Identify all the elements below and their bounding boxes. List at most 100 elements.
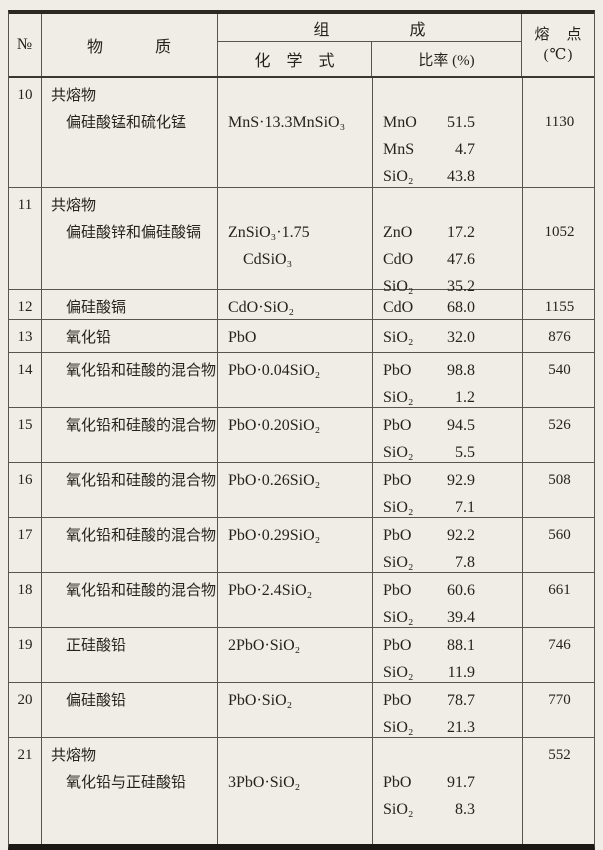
formula-line: MnS·13.3MnSiO₃	[228, 114, 346, 131]
formula-line: PbO·0.29SiO₂	[228, 527, 321, 544]
ratio-cell: PbO 78.7 SiO₂ 21.3	[373, 683, 523, 741]
table-row: 20 偏硅酸铅 PbO·SiO₂ PbO 78.7 SiO₂ 21.3 770	[9, 683, 596, 741]
substance-cell: 共熔物 偏硅酸锌和偏硅酸镉	[42, 188, 218, 300]
formula-cell: CdO·SiO₂	[218, 290, 373, 321]
formula-cell: ZnSiO₃·1.75 CdSiO₃	[218, 188, 373, 300]
spacer	[383, 82, 522, 109]
ratio-line: SiO₂ 39.4	[383, 609, 475, 626]
formula-cell: MnS·13.3MnSiO₃	[218, 78, 373, 190]
row-no: 12	[9, 290, 42, 321]
melting-point: 1155	[544, 299, 575, 315]
melting-point: 746	[548, 637, 571, 653]
formula-cell: 2PbO·SiO₂	[218, 628, 373, 686]
ratio-line: ZnO 17.2	[383, 224, 475, 241]
substance-line: 氧化铅和硅酸的混合物	[66, 527, 217, 544]
substance-line: 氧化铅和硅酸的混合物	[66, 362, 217, 379]
ratio-line: PbO 60.6	[383, 582, 475, 599]
substance-cell: 氧化铅和硅酸的混合物	[42, 518, 218, 576]
ratio-cell: PbO 91.7 SiO₂ 8.3	[373, 738, 523, 844]
ratio-line: SiO₂ 43.8	[383, 168, 475, 185]
substance-line: 共熔物	[51, 747, 97, 764]
melting-point: 552	[548, 747, 571, 763]
melting-point: 560	[548, 527, 571, 543]
header-composition: 组 成	[218, 14, 521, 42]
substance-cell: 正硅酸铅	[42, 628, 218, 686]
substance-line: 氧化铅和硅酸的混合物	[66, 582, 217, 599]
substance-cell: 共熔物 氧化铅与正硅酸铅	[42, 738, 218, 844]
ratio-cell: CdO 68.0	[373, 290, 523, 321]
formula-line: PbO·2.4SiO₂	[228, 582, 313, 599]
row-no: 21	[9, 738, 42, 844]
formula-cell: PbO·0.04SiO₂	[218, 353, 373, 411]
ratio-line: SiO₂ 5.5	[383, 444, 475, 461]
substance-cell: 氧化铅和硅酸的混合物	[42, 353, 218, 411]
substance-cell: 偏硅酸镉	[42, 290, 218, 321]
melting-point-cell: 1130	[523, 78, 596, 190]
formula-line: 3PbO·SiO₂	[228, 774, 301, 791]
formula-line: 2PbO·SiO₂	[228, 637, 301, 654]
row-no: 11	[9, 188, 42, 300]
ratio-line: PbO 88.1	[383, 637, 475, 654]
table-row: 14 氧化铅和硅酸的混合物 PbO·0.04SiO₂ PbO 98.8 SiO₂ 1…	[9, 353, 596, 411]
substance-cell: 氧化铅和硅酸的混合物	[42, 408, 218, 466]
row-no: 13	[9, 320, 42, 352]
formula-cell: PbO·SiO₂	[218, 683, 373, 741]
composition-table: № 物 质 组 成 化 学 式 比率 (%) 熔 点 (℃) 10 共熔物 偏硅…	[8, 10, 595, 850]
formula-line: PbO	[228, 329, 257, 346]
melting-point-cell: 770	[523, 683, 596, 741]
formula-cell: PbO·2.4SiO₂	[218, 573, 373, 631]
melting-point: 1130	[544, 114, 575, 130]
melting-point-cell: 526	[523, 408, 596, 466]
ratio-line: SiO₂ 1.2	[383, 389, 475, 406]
formula-line: CdSiO₃	[243, 251, 293, 268]
melting-point: 526	[548, 417, 571, 433]
ratio-line: PbO 94.5	[383, 417, 475, 434]
formula-line: ZnSiO₃·1.75	[228, 224, 310, 241]
formula-line: PbO·0.20SiO₂	[228, 417, 321, 434]
row-no: 17	[9, 518, 42, 576]
melting-point-cell: 876	[523, 320, 596, 352]
melting-point: 876	[548, 329, 571, 345]
spacer	[228, 82, 372, 109]
melting-point: 770	[548, 692, 571, 708]
row-no: 15	[9, 408, 42, 466]
ratio-cell: PbO 92.2 SiO₂ 7.8	[373, 518, 523, 576]
formula-cell: PbO·0.26SiO₂	[218, 463, 373, 521]
ratio-cell: ZnO 17.2 CdO 47.6 SiO₂ 35.2	[373, 188, 523, 300]
ratio-cell: PbO 88.1 SiO₂ 11.9	[373, 628, 523, 686]
ratio-line: SiO₂ 7.1	[383, 499, 475, 516]
table-row: 13 氧化铅 PbO SiO₂ 32.0 876	[9, 320, 594, 353]
table-row: 10 共熔物 偏硅酸锰和硫化锰 MnS·13.3MnSiO₃ MnO 51.5 M…	[9, 78, 596, 190]
melting-point-cell: 560	[523, 518, 596, 576]
formula-cell: PbO	[218, 320, 373, 352]
melting-point-cell: 1052	[523, 188, 596, 300]
table-row: 12 偏硅酸镉 CdO·SiO₂ CdO 68.0 1155	[9, 290, 594, 321]
ratio-line: CdO 47.6	[383, 251, 475, 268]
ratio-cell: PbO 92.9 SiO₂ 7.1	[373, 463, 523, 521]
spacer	[523, 192, 596, 219]
ratio-line: PbO 98.8	[383, 362, 475, 379]
substance-line: 氧化铅与正硅酸铅	[66, 774, 187, 791]
melting-point: 540	[548, 362, 571, 378]
substance-cell: 共熔物 偏硅酸锰和硫化锰	[42, 78, 218, 190]
substance-line: 正硅酸铅	[66, 637, 127, 654]
melting-point-cell: 661	[523, 573, 596, 631]
row-no: 10	[9, 78, 42, 190]
table-row: 18 氧化铅和硅酸的混合物 PbO·2.4SiO₂ PbO 60.6 SiO₂ 39…	[9, 573, 596, 631]
melting-point-cell: 540	[523, 353, 596, 411]
table-row: 15 氧化铅和硅酸的混合物 PbO·0.20SiO₂ PbO 94.5 SiO₂ 5…	[9, 408, 596, 466]
ratio-line: SiO₂ 11.9	[383, 664, 475, 681]
melting-point-cell: 552	[523, 738, 596, 844]
substance-line: 共熔物	[51, 197, 97, 214]
table-row: 21 共熔物 氧化铅与正硅酸铅 3PbO·SiO₂ PbO 91.7 SiO₂ 8.…	[9, 738, 594, 844]
substance-line: 偏硅酸铅	[66, 692, 127, 709]
ratio-cell: PbO 94.5 SiO₂ 5.5	[373, 408, 523, 466]
spacer	[523, 82, 596, 109]
header-melting-point: 熔 点 (℃)	[522, 14, 595, 76]
ratio-line: PbO 91.7	[383, 774, 475, 791]
ratio-cell: PbO 60.6 SiO₂ 39.4	[373, 573, 523, 631]
header-composition-group: 组 成 化 学 式 比率 (%)	[218, 14, 522, 76]
header-melting-point-unit: (℃)	[543, 47, 574, 63]
header-ratio-percent: 比率 (%)	[418, 52, 475, 69]
formula-line: PbO·0.26SiO₂	[228, 472, 321, 489]
